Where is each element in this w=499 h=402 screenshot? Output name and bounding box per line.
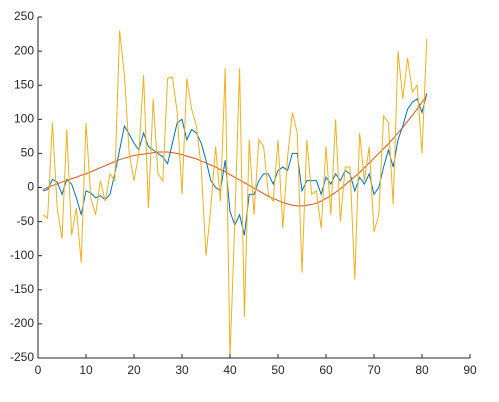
series-line bbox=[42, 30, 428, 359]
y-tick-label: -50 bbox=[17, 214, 35, 228]
x-tick-label: 70 bbox=[367, 363, 381, 377]
y-tick-label: 150 bbox=[14, 77, 34, 91]
y-tick-label: 100 bbox=[14, 111, 34, 125]
y-tick-label: 250 bbox=[14, 9, 34, 23]
x-tick-label: 90 bbox=[463, 363, 477, 377]
x-tick-label: 30 bbox=[175, 363, 189, 377]
x-tick-label: 50 bbox=[271, 363, 285, 377]
x-tick-label: 80 bbox=[415, 363, 429, 377]
x-tick-label: 40 bbox=[223, 363, 237, 377]
x-tick-label: 60 bbox=[319, 363, 333, 377]
y-tick-label: -150 bbox=[10, 282, 34, 296]
x-tick-label: 10 bbox=[79, 363, 93, 377]
y-tick-label: -250 bbox=[10, 350, 34, 364]
y-tick-label: -100 bbox=[10, 248, 34, 262]
x-tick-label: 20 bbox=[127, 363, 141, 377]
y-tick-label: 200 bbox=[14, 43, 34, 57]
y-tick-label: 50 bbox=[21, 146, 35, 160]
x-tick-label: 0 bbox=[35, 363, 42, 377]
y-tick-label: -200 bbox=[10, 316, 34, 330]
y-tick-label: 0 bbox=[27, 180, 34, 194]
